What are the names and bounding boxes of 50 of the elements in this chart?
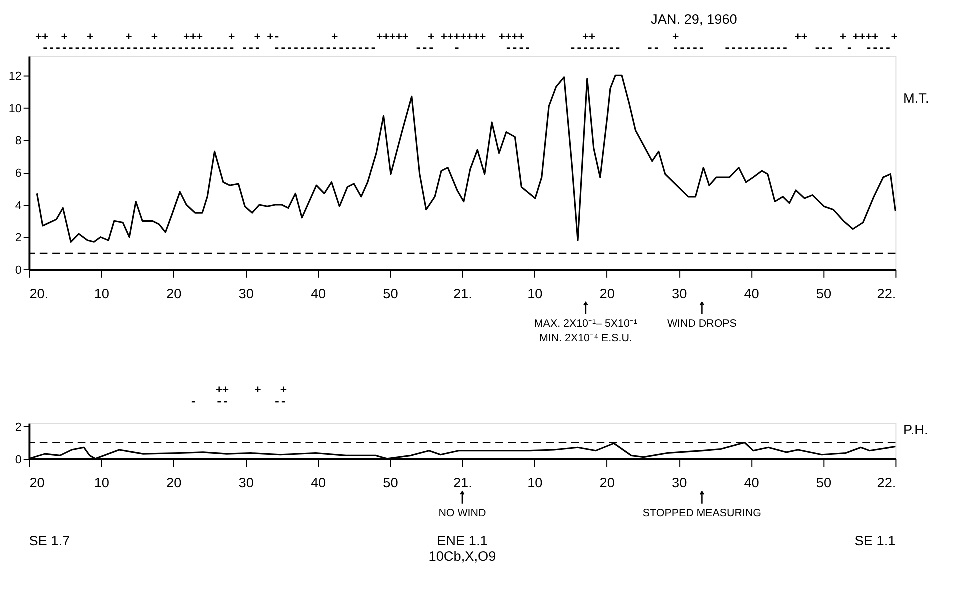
y-tick-label: 12 bbox=[8, 70, 22, 84]
x-tick-label: 50 bbox=[816, 476, 832, 491]
x-tick-label: 10 bbox=[94, 476, 110, 491]
y-axis-title: M.T. bbox=[904, 90, 930, 106]
x-tick-label: 40 bbox=[310, 476, 327, 491]
x-tick-label: 21. bbox=[453, 286, 472, 302]
x-tick-label: 50 bbox=[383, 286, 399, 302]
x-tick-label: 30 bbox=[672, 476, 688, 491]
x-tick-label: 40 bbox=[744, 286, 760, 302]
y-tick-label: 0 bbox=[15, 264, 22, 278]
chart-title: JAN. 29, 1960 bbox=[651, 12, 738, 28]
y-tick-label: 4 bbox=[15, 199, 22, 212]
y-axis-title: P.H. bbox=[904, 422, 928, 438]
x-tick-label: 50 bbox=[383, 476, 399, 491]
x-tick-label: 20. bbox=[30, 286, 49, 302]
text: ENE 1.1 10Cb,X,O9 bbox=[428, 534, 496, 564]
x-tick-label: 20 bbox=[166, 286, 182, 302]
x-tick-label: 10 bbox=[528, 286, 544, 302]
text: SE 1.7 bbox=[29, 534, 70, 549]
x-tick-label: 20 bbox=[30, 476, 46, 491]
x-tick-label: 10 bbox=[94, 286, 110, 302]
x-tick-label: 20 bbox=[600, 286, 616, 302]
x-tick-label: 22. bbox=[877, 286, 896, 302]
x-tick-label: 30 bbox=[238, 286, 254, 302]
x-tick-label: 40 bbox=[310, 286, 327, 302]
line-series bbox=[36, 74, 896, 243]
text: ++ + + + + +++ + + +- + +++++ + +++++++ ++++ ++ + ++ + ++++ + bbox=[36, 30, 898, 43]
x-tick-label: 30 bbox=[238, 476, 254, 491]
x-tick-label: 10 bbox=[528, 476, 544, 491]
y-tick-label: 6 bbox=[15, 167, 22, 180]
y-tick-label: 2 bbox=[15, 232, 22, 245]
text: NO WIND bbox=[438, 507, 486, 520]
x-tick-label: 21. bbox=[453, 476, 472, 491]
y-tick-label: 8 bbox=[15, 134, 22, 148]
annotation: WIND DROPS bbox=[667, 318, 737, 330]
x-tick-label: 22. bbox=[877, 476, 896, 491]
x-tick-label: 30 bbox=[672, 286, 688, 302]
annotation: STOPPED MEASURING bbox=[642, 507, 762, 520]
y-tick-label: 0 bbox=[15, 453, 22, 466]
y-tick-label: 10 bbox=[8, 102, 22, 116]
x-tick-label: 20 bbox=[600, 476, 616, 491]
x-tick-label: 20 bbox=[166, 476, 182, 491]
y-tick-label: 2 bbox=[15, 420, 22, 434]
text: ------------------------------ --- ---------------- --- - ---- -------- -- ----- ---------- --- - ---- bbox=[42, 41, 892, 54]
annotation: MAX. 2X10⁻¹– 5X10⁻¹ MIN. 2X10⁻⁴ E.S.U. bbox=[534, 318, 638, 345]
text: - -- -- bbox=[190, 394, 287, 408]
x-tick-label: 50 bbox=[816, 286, 832, 302]
x-tick-label: 40 bbox=[744, 476, 760, 491]
text: ++ + + bbox=[216, 383, 288, 396]
text: SE 1.1 bbox=[854, 534, 896, 549]
